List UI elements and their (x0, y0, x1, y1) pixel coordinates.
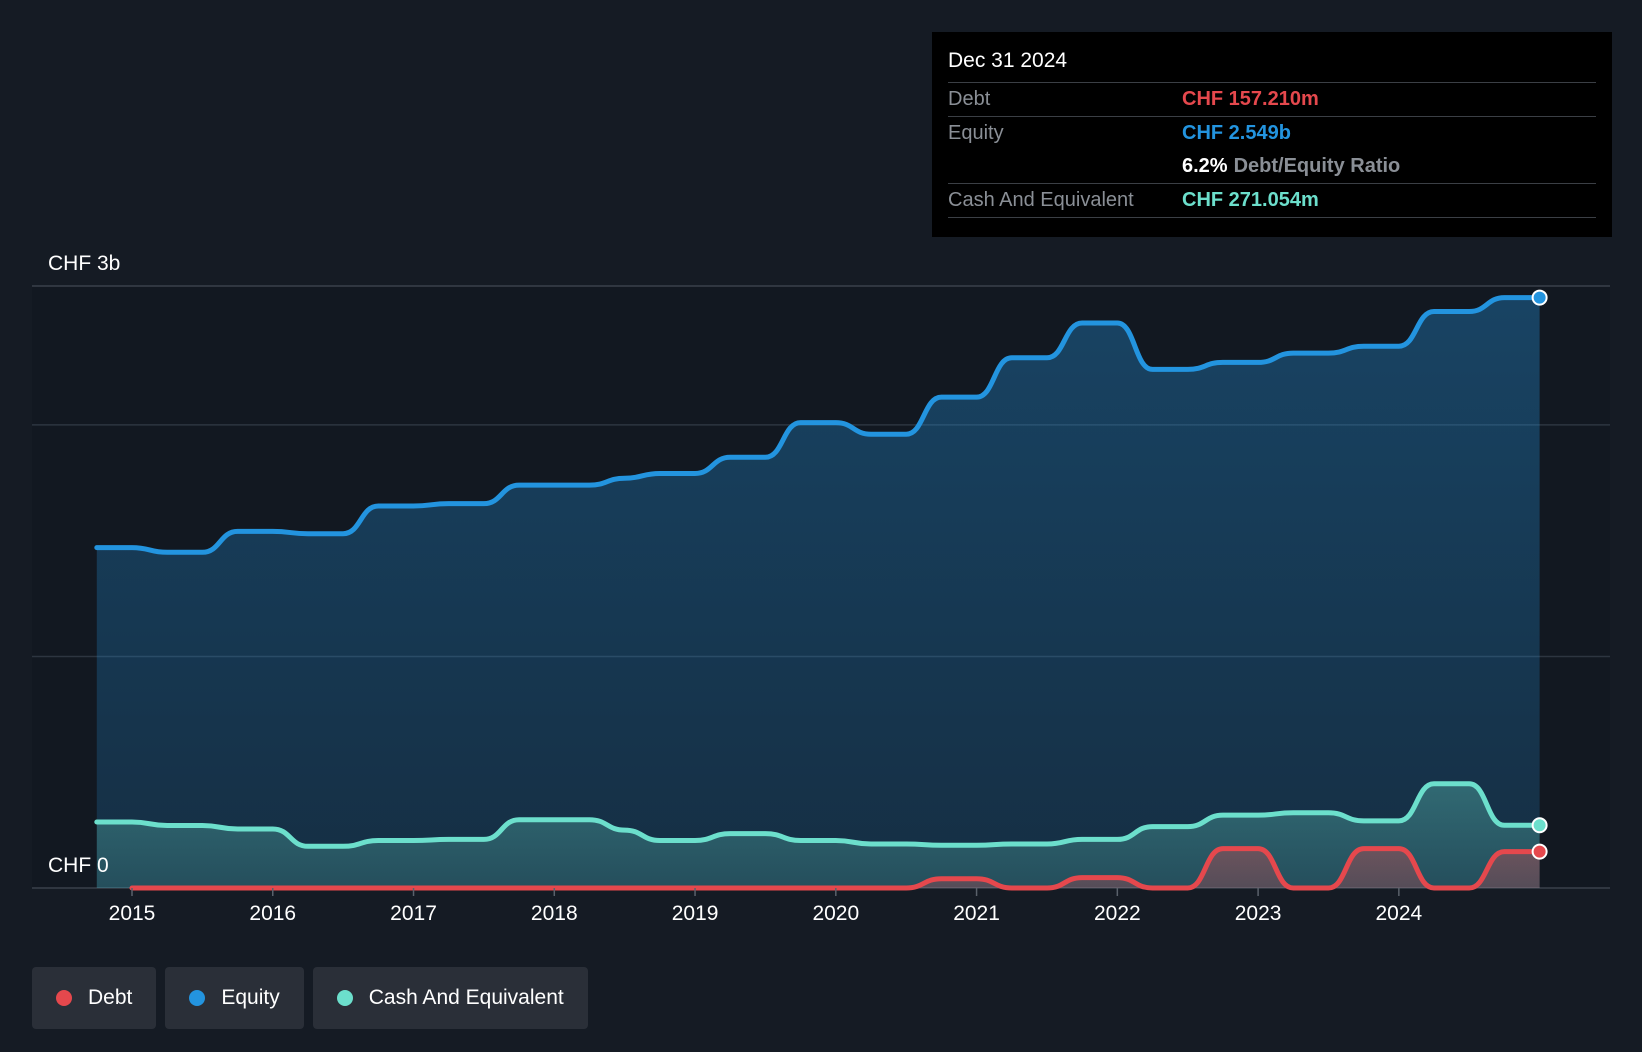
line-debt (129, 846, 1543, 891)
y-tick-label-zero: CHF 0 (48, 854, 109, 877)
series-end-markers (1531, 289, 1548, 860)
x-axis: 2015 2016 2017 2018 2019 2020 2021 2022 2023 2024 (109, 888, 1423, 925)
tooltip-row-equity: Equity CHF 2.549b (948, 116, 1596, 150)
tooltip-row-cash: Cash And Equivalent CHF 271.054m (948, 183, 1596, 218)
x-tick-label-2015: 2015 (109, 902, 156, 925)
area-cash-and-equivalent (96, 783, 1540, 888)
end-marker-cash-and-equivalent[interactable] (1531, 817, 1548, 834)
line-equity (94, 295, 1543, 555)
end-marker-debt[interactable] (1531, 843, 1548, 860)
tooltip-date: Dec 31 2024 (948, 49, 1068, 72)
line-cash-and-equivalent (94, 781, 1543, 849)
x-tick-label-2020: 2020 (812, 902, 859, 925)
series-lines (94, 295, 1543, 891)
x-tick-label-2019: 2019 (672, 902, 719, 925)
x-tick-label-2018: 2018 (531, 902, 578, 925)
legend-item-equity[interactable]: Equity (165, 967, 304, 1029)
x-tick-label-2022: 2022 (1094, 902, 1141, 925)
tooltip-ratio-label: Debt/Equity Ratio (1233, 155, 1401, 177)
legend-item-cash[interactable]: Cash And Equivalent (312, 967, 588, 1029)
tooltip-row-ratio: 6.2% Debt/Equity Ratio (948, 150, 1596, 183)
tooltip-row-debt: Debt CHF 157.210m (948, 82, 1596, 116)
legend-dot-debt-icon (56, 990, 72, 1006)
tooltip-debt-value: CHF 157.210m (1182, 88, 1319, 110)
legend-label-equity: Equity (221, 986, 280, 1009)
x-tick-label-2021: 2021 (953, 902, 1000, 925)
tooltip-ratio-spacer (948, 150, 1182, 183)
tooltip-ratio-value: 6.2% (1182, 155, 1228, 177)
legend-dot-equity-icon (189, 990, 206, 1006)
tooltip-debt-label: Debt (948, 88, 991, 110)
area-equity (96, 297, 1540, 889)
x-tick-label-2017: 2017 (390, 902, 437, 925)
legend-label-debt: Debt (88, 986, 133, 1009)
tooltip-equity-value: CHF 2.549b (1182, 122, 1291, 144)
tooltip-equity-label: Equity (948, 122, 1004, 144)
x-tick-label-2024: 2024 (1375, 902, 1422, 925)
end-marker-equity[interactable] (1531, 289, 1548, 306)
legend-label-cash: Cash And Equivalent (368, 986, 564, 1009)
legend: Debt Equity Cash And Equivalent (32, 967, 588, 1029)
tooltip-panel: Dec 31 2024 Debt CHF 157.210m Equity CHF… (932, 32, 1612, 237)
tooltip-cash-value: CHF 271.054m (1182, 189, 1319, 211)
legend-item-debt[interactable]: Debt (32, 967, 157, 1029)
tooltip-cash-label: Cash And Equivalent (948, 189, 1134, 211)
area-debt (132, 848, 1540, 888)
y-axis: CHF 3b CHF 0 (48, 252, 120, 877)
legend-dot-cash-icon (336, 990, 353, 1006)
x-tick-label-2023: 2023 (1235, 902, 1282, 925)
y-tick-label-top: CHF 3b (48, 252, 120, 275)
x-tick-label-2016: 2016 (249, 902, 296, 925)
series-areas (96, 297, 1540, 889)
